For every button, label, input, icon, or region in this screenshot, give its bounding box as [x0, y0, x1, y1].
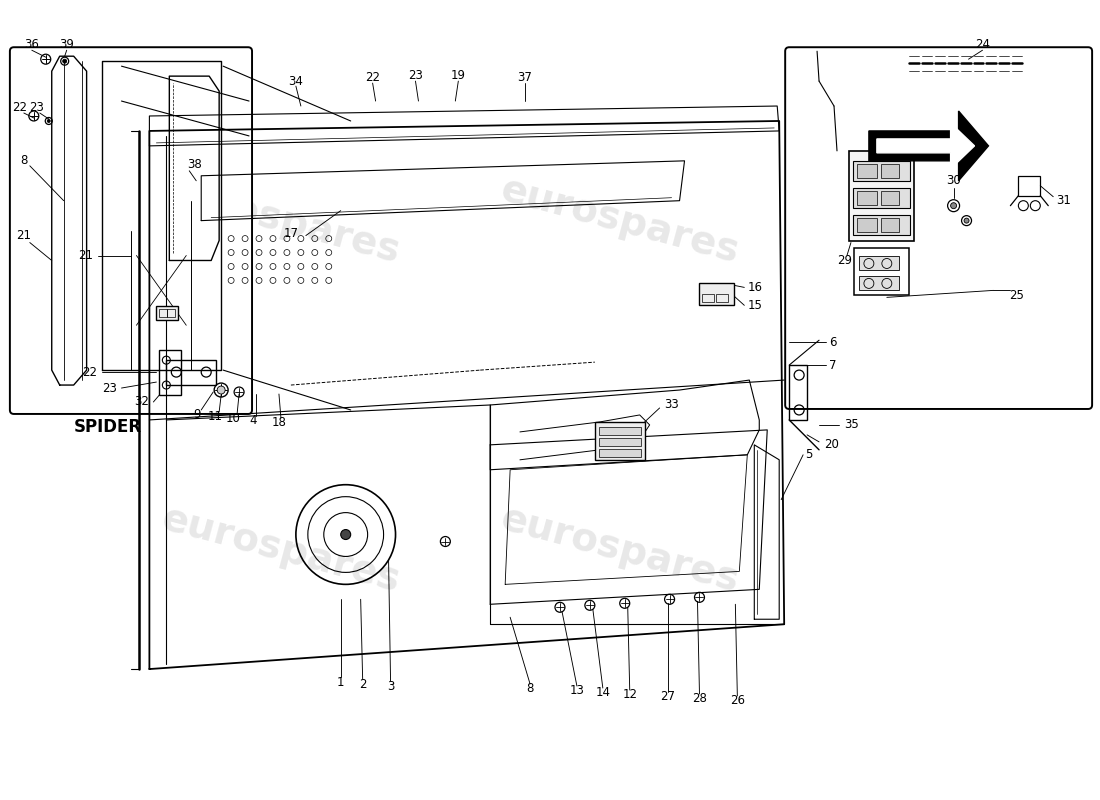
- Circle shape: [341, 530, 351, 539]
- Text: 10: 10: [226, 413, 241, 426]
- Bar: [703, 294, 714, 302]
- Text: 39: 39: [59, 38, 74, 50]
- FancyBboxPatch shape: [785, 47, 1092, 409]
- Bar: [857, 218, 877, 231]
- Text: 9: 9: [194, 409, 201, 422]
- Text: 1: 1: [337, 675, 344, 689]
- Bar: [881, 164, 899, 178]
- Text: 4: 4: [250, 414, 256, 427]
- Text: 6: 6: [829, 336, 836, 349]
- Text: SPIDER: SPIDER: [74, 418, 142, 436]
- Text: 19: 19: [451, 69, 465, 82]
- Text: eurospares: eurospares: [496, 499, 744, 600]
- Text: 29: 29: [837, 254, 852, 267]
- Text: 8: 8: [20, 154, 28, 167]
- Bar: [859, 257, 899, 270]
- Bar: [598, 449, 640, 457]
- Text: 22: 22: [12, 101, 28, 114]
- Text: 5: 5: [805, 448, 813, 462]
- Text: 25: 25: [1009, 289, 1024, 302]
- Text: 8: 8: [527, 682, 534, 695]
- Text: 30: 30: [946, 174, 961, 187]
- Bar: [789, 365, 807, 420]
- Circle shape: [47, 119, 51, 122]
- Bar: [849, 151, 914, 241]
- Text: 27: 27: [660, 690, 675, 703]
- Text: eurospares: eurospares: [157, 170, 405, 270]
- Text: 12: 12: [623, 689, 637, 702]
- Bar: [716, 294, 728, 302]
- Bar: [166, 360, 217, 385]
- FancyBboxPatch shape: [10, 47, 252, 414]
- Text: 14: 14: [595, 686, 610, 699]
- Bar: [857, 164, 877, 178]
- Bar: [852, 161, 910, 181]
- Text: 23: 23: [408, 69, 422, 82]
- Text: 13: 13: [570, 685, 584, 698]
- Text: 32: 32: [134, 395, 148, 409]
- Bar: [160, 350, 182, 395]
- Bar: [852, 214, 910, 234]
- Bar: [859, 277, 899, 290]
- Bar: [167, 310, 175, 318]
- Text: 28: 28: [692, 693, 707, 706]
- Circle shape: [950, 202, 957, 209]
- Text: 21: 21: [78, 249, 94, 262]
- Bar: [598, 427, 640, 435]
- Text: 22: 22: [365, 70, 381, 84]
- Bar: [881, 218, 899, 231]
- Circle shape: [217, 386, 226, 394]
- Text: 34: 34: [288, 74, 304, 88]
- Text: 20: 20: [824, 438, 839, 451]
- Text: 16: 16: [747, 281, 762, 294]
- Text: 7: 7: [829, 358, 836, 372]
- Bar: [1019, 176, 1041, 196]
- Text: 18: 18: [272, 417, 286, 430]
- Text: 22: 22: [82, 366, 97, 378]
- Text: 21: 21: [16, 229, 31, 242]
- Bar: [854, 247, 909, 295]
- Polygon shape: [869, 111, 989, 181]
- Text: 26: 26: [729, 694, 745, 707]
- Text: 37: 37: [518, 70, 532, 84]
- Text: 38: 38: [187, 158, 201, 171]
- Text: 24: 24: [975, 38, 990, 50]
- Bar: [160, 310, 167, 318]
- Text: eurospares: eurospares: [157, 499, 405, 600]
- Text: 23: 23: [102, 382, 117, 394]
- Text: 15: 15: [747, 299, 762, 312]
- Bar: [700, 283, 735, 306]
- Text: 11: 11: [208, 410, 222, 423]
- Bar: [881, 190, 899, 205]
- Bar: [598, 438, 640, 446]
- Bar: [156, 306, 178, 320]
- Bar: [857, 190, 877, 205]
- Text: 17: 17: [284, 227, 298, 240]
- Polygon shape: [877, 123, 975, 169]
- Text: 31: 31: [1056, 194, 1070, 207]
- Text: 35: 35: [844, 418, 859, 431]
- Circle shape: [63, 59, 67, 63]
- Text: 23: 23: [30, 101, 44, 114]
- Text: 2: 2: [359, 678, 366, 690]
- Text: 3: 3: [387, 679, 394, 693]
- Text: eurospares: eurospares: [496, 170, 744, 270]
- Text: 36: 36: [24, 38, 40, 50]
- Bar: [852, 188, 910, 208]
- Bar: [595, 422, 645, 460]
- Circle shape: [964, 218, 969, 223]
- Text: 33: 33: [664, 398, 680, 411]
